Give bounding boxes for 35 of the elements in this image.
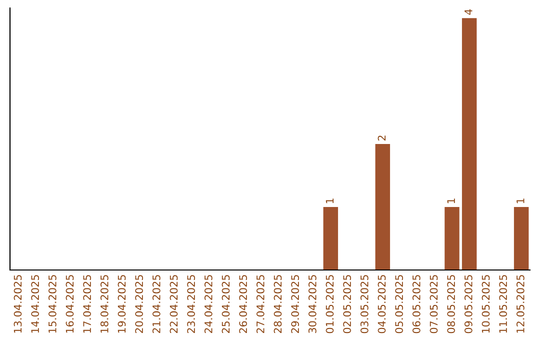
x-tick-label: 22.04.2025 — [170, 275, 178, 334]
x-tick-label: 06.05.2025 — [412, 275, 420, 334]
x-tick-label: 20.04.2025 — [135, 275, 144, 334]
data-label: 1 — [326, 198, 334, 204]
x-tick-label: 27.04.2025 — [256, 275, 264, 334]
x-tick-label: 19.04.2025 — [118, 275, 126, 333]
x-tick-label: 05.05.2025 — [395, 275, 404, 334]
x-tick-label: 12.05.2025 — [516, 275, 524, 333]
x-tick-label: 11.05.2025 — [499, 275, 508, 333]
x-tick-label: 09.05.2025 — [464, 275, 472, 334]
x-tick-label: 16.04.2025 — [66, 275, 74, 333]
data-label: 4 — [464, 9, 472, 15]
x-tick-label: 21.04.2025 — [152, 275, 160, 334]
data-label: 1 — [447, 198, 455, 204]
x-tick-label: 28.04.2025 — [274, 275, 282, 334]
x-tick-label: 14.04.2025 — [31, 275, 40, 333]
x-tick-label: 07.05.2025 — [430, 275, 438, 334]
x-tick-label: 23.04.2025 — [187, 275, 196, 334]
data-label: 1 — [516, 198, 524, 204]
x-tick-label: 26.04.2025 — [239, 275, 248, 334]
x-tick-label: 29.04.2025 — [291, 275, 300, 334]
x-tick-label: 17.04.2025 — [83, 275, 92, 333]
x-tick-label: 04.05.2025 — [378, 275, 386, 334]
x-tick-label: 13.04.2025 — [14, 275, 22, 333]
x-tick-label: 08.05.2025 — [447, 275, 456, 334]
x-tick-label: 30.04.2025 — [308, 275, 316, 334]
x-tick-label: 24.04.2025 — [204, 275, 212, 334]
x-tick-label: 03.05.2025 — [360, 275, 368, 334]
x-tick-label: 02.05.2025 — [343, 275, 352, 334]
data-label: 2 — [378, 136, 386, 140]
x-tick-label: 18.04.2025 — [100, 275, 108, 333]
x-tick-label: 15.04.2025 — [48, 275, 56, 333]
x-tick-label: 01.05.2025 — [326, 275, 334, 334]
x-tick-label: 10.05.2025 — [482, 275, 490, 333]
x-tick-label: 25.04.2025 — [222, 275, 230, 334]
